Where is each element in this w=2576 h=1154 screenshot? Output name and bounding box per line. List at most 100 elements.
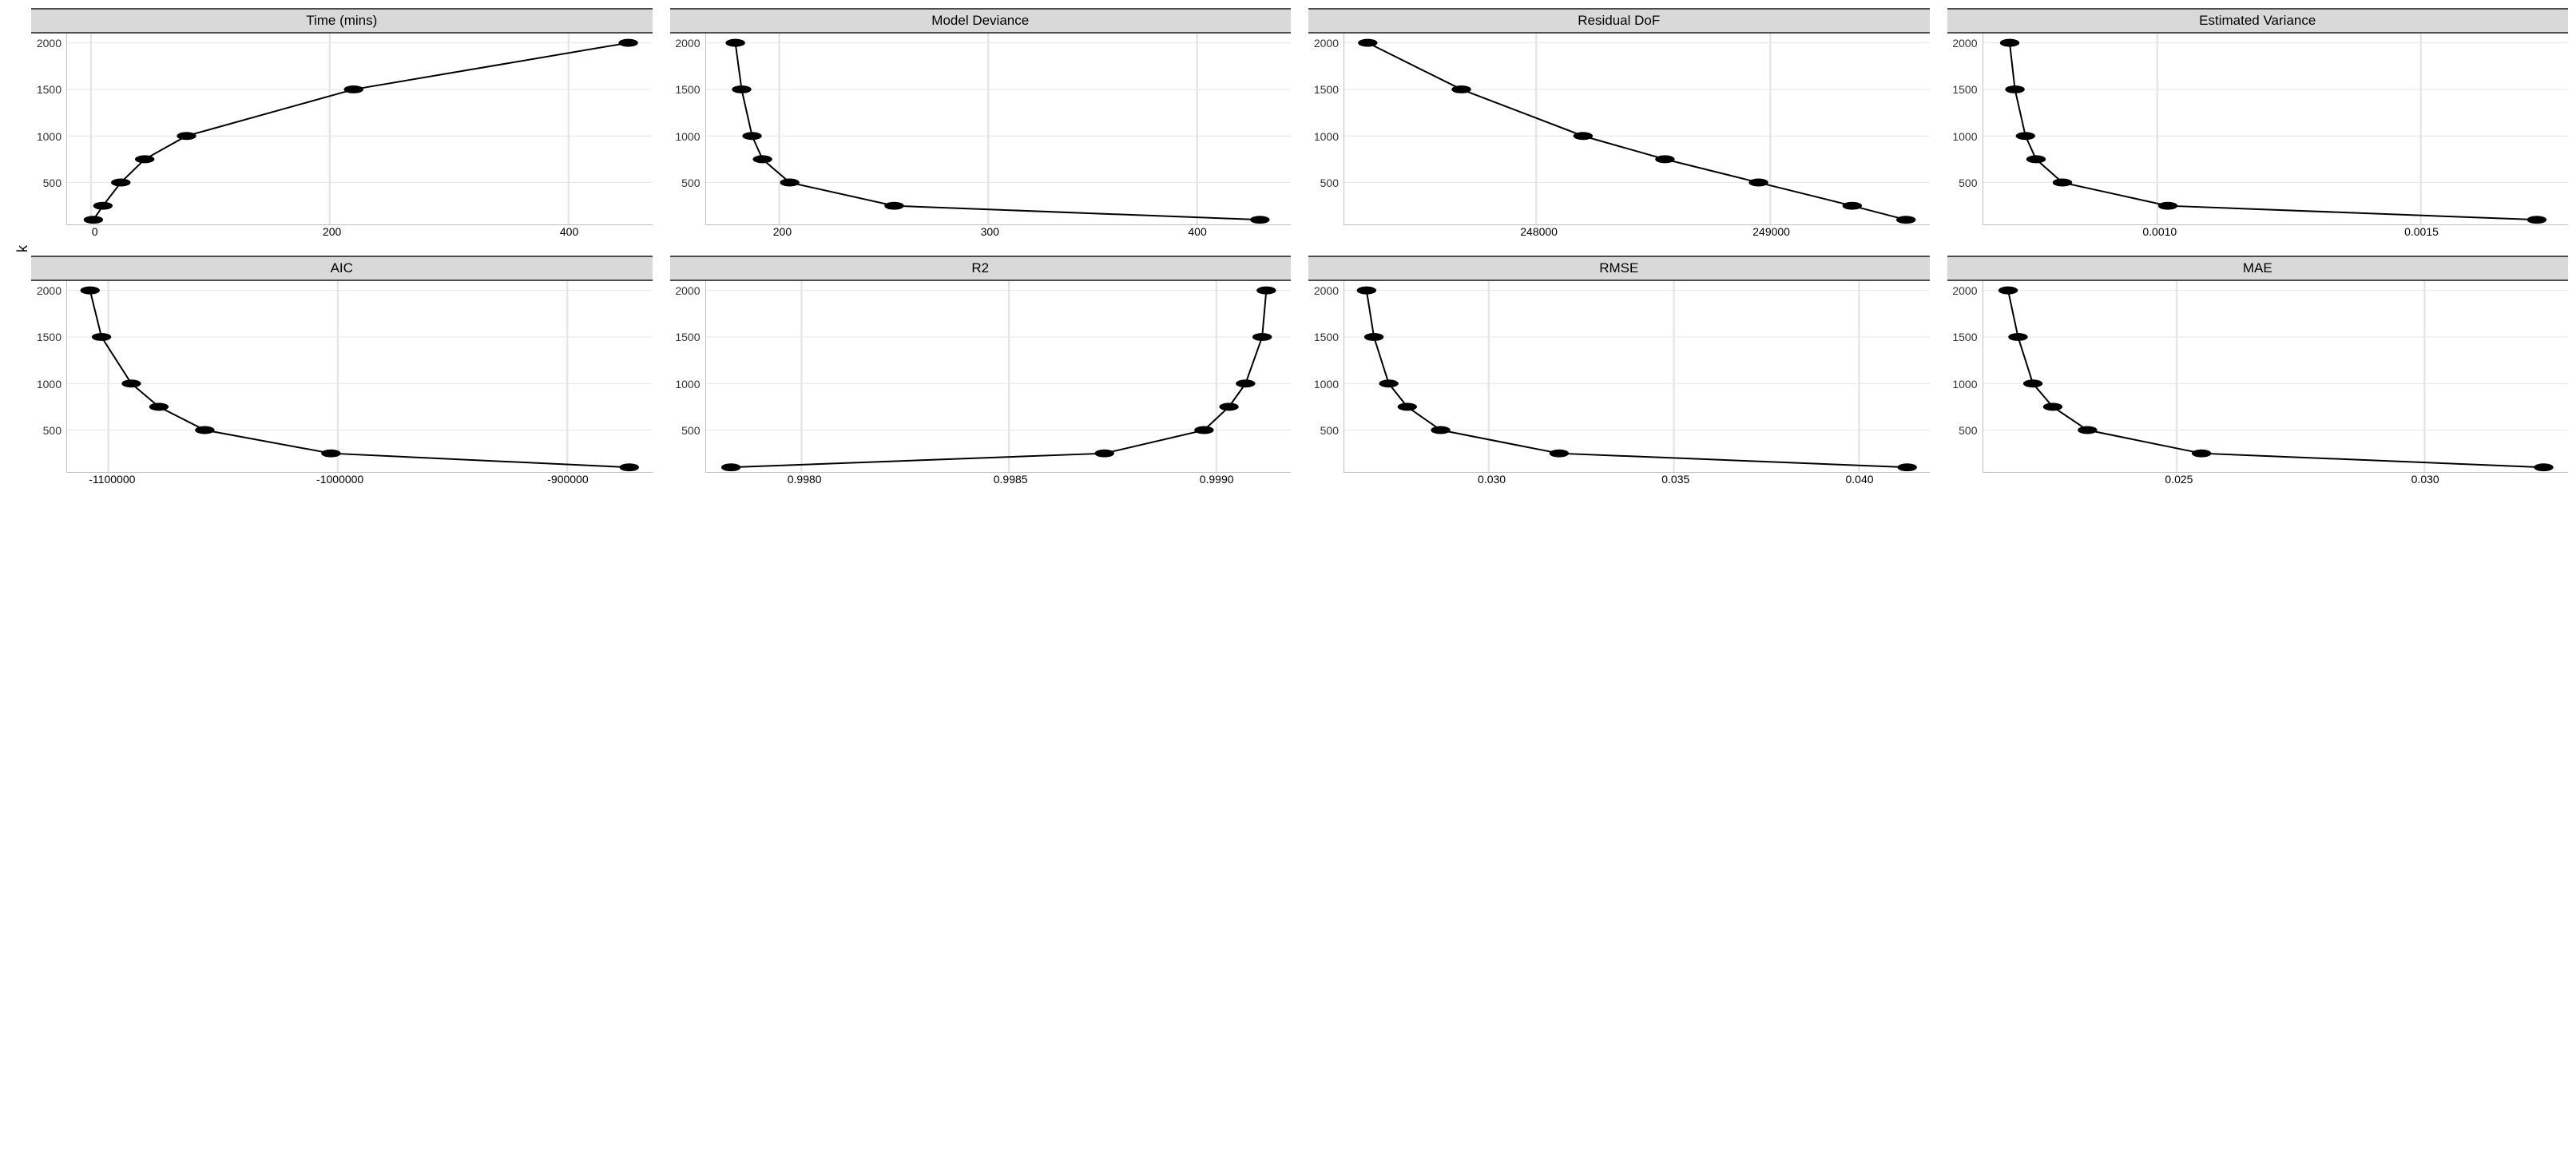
- data-point: [1194, 426, 1213, 434]
- x-tick: 0: [92, 225, 98, 238]
- y-tick: 1000: [1314, 131, 1339, 142]
- data-point: [2005, 85, 2024, 93]
- y-tick: 1500: [1314, 84, 1339, 95]
- data-point: [2022, 379, 2042, 387]
- data-point: [344, 85, 363, 93]
- x-tick-labels: -1100000-1000000-900000: [71, 473, 653, 489]
- panel-6: RMSE5001000150020000.0300.0350.040: [1308, 256, 1930, 489]
- data-point: [92, 333, 111, 341]
- panel-1: Model Deviance500100015002000200300400: [670, 8, 1292, 241]
- y-tick-labels: 500100015002000: [1947, 34, 1983, 225]
- panel-title: Model Deviance: [670, 8, 1292, 34]
- y-tick-labels: 500100015002000: [31, 34, 66, 225]
- data-point: [752, 155, 772, 163]
- x-tick: 0.0015: [2404, 225, 2439, 238]
- x-tick-labels: 0.025 0.030: [1987, 473, 2569, 489]
- data-point: [884, 202, 903, 210]
- y-tick: 1500: [37, 331, 62, 343]
- x-tick: 0.025: [2165, 473, 2193, 486]
- data-point: [1655, 155, 1674, 163]
- y-tick: 2000: [37, 38, 62, 49]
- x-tick: 200: [773, 225, 792, 238]
- y-tick: 500: [1320, 177, 1339, 188]
- panel-2: Residual DoF500100015002000248000249000: [1308, 8, 1930, 241]
- x-tick: 300: [981, 225, 999, 238]
- panel-title: Residual DoF: [1308, 8, 1930, 34]
- y-tick-labels: 500100015002000: [1308, 34, 1344, 225]
- x-tick-labels: 0.99800.99850.9990: [710, 473, 1292, 489]
- y-tick: 2000: [37, 285, 62, 296]
- data-point: [780, 179, 799, 187]
- panel-grid: Time (mins)5001000150020000200400Model D…: [31, 8, 2568, 489]
- data-point: [1379, 379, 1398, 387]
- data-point: [725, 39, 744, 47]
- series-line: [93, 43, 629, 220]
- y-tick-labels: 500100015002000: [670, 34, 705, 225]
- panel-title: RMSE: [1308, 256, 1930, 281]
- y-tick: 500: [43, 425, 62, 436]
- y-tick: 500: [681, 177, 700, 188]
- data-point: [177, 132, 196, 140]
- x-tick: 0.9990: [1200, 473, 1234, 486]
- y-tick: 2000: [1952, 38, 1977, 49]
- y-tick-labels: 500100015002000: [670, 281, 705, 473]
- panel-title: Estimated Variance: [1947, 8, 2569, 34]
- data-point: [1431, 426, 1450, 434]
- x-tick-labels: 0 200 400: [71, 225, 653, 241]
- panel-title: Time (mins): [31, 8, 653, 34]
- data-point: [1748, 179, 1768, 187]
- x-tick: 0.0010: [2142, 225, 2177, 238]
- x-tick: 248000: [1520, 225, 1558, 238]
- data-point: [1364, 333, 1383, 341]
- plot-area: [1983, 34, 2569, 225]
- data-point: [149, 403, 169, 410]
- y-tick: 2000: [675, 38, 700, 49]
- data-point: [742, 132, 761, 140]
- plot-area: [1983, 281, 2569, 473]
- data-point: [84, 216, 103, 224]
- data-point: [135, 155, 154, 163]
- data-point: [1843, 202, 1862, 210]
- series-line: [735, 43, 1260, 220]
- data-point: [195, 426, 214, 434]
- data-point: [1357, 287, 1376, 295]
- data-point: [93, 202, 113, 210]
- x-tick: 0.9980: [788, 473, 822, 486]
- y-tick: 500: [43, 177, 62, 188]
- panel-0: Time (mins)5001000150020000200400: [31, 8, 653, 241]
- plot-area: [66, 34, 653, 225]
- data-point: [2008, 333, 2027, 341]
- plot-area: [1344, 281, 1930, 473]
- y-tick: 1500: [37, 84, 62, 95]
- y-tick: 1500: [675, 331, 700, 343]
- data-point: [1252, 333, 1271, 341]
- series-line: [1367, 43, 1906, 220]
- data-point: [1897, 463, 1916, 471]
- data-point: [1236, 379, 1255, 387]
- x-tick: 249000: [1752, 225, 1790, 238]
- x-tick: 400: [560, 225, 578, 238]
- y-tick: 1000: [675, 131, 700, 142]
- x-tick: 0.030: [2411, 473, 2439, 486]
- x-tick: 0.040: [1845, 473, 1873, 486]
- x-tick-labels: 248000 249000: [1348, 225, 1930, 241]
- y-tick: 500: [681, 425, 700, 436]
- x-tick: 200: [323, 225, 341, 238]
- data-point: [2015, 132, 2034, 140]
- panel-7: MAE5001000150020000.0250.030: [1947, 256, 2569, 489]
- data-point: [1398, 403, 1417, 410]
- panel-4: AIC500100015002000-1100000-1000000-90000…: [31, 256, 653, 489]
- x-tick: 0.030: [1478, 473, 1506, 486]
- y-tick: 1000: [37, 379, 62, 390]
- x-tick: 0.035: [1661, 473, 1689, 486]
- panel-title: MAE: [1947, 256, 2569, 281]
- data-point: [1094, 450, 1113, 458]
- y-tick: 1500: [1314, 331, 1339, 343]
- y-tick: 1500: [1952, 84, 1977, 95]
- data-point: [2526, 216, 2546, 224]
- plot-area: [1344, 34, 1930, 225]
- x-tick: -1000000: [316, 473, 363, 486]
- x-tick: 400: [1188, 225, 1206, 238]
- x-tick: -1100000: [89, 473, 135, 486]
- data-point: [1998, 287, 2017, 295]
